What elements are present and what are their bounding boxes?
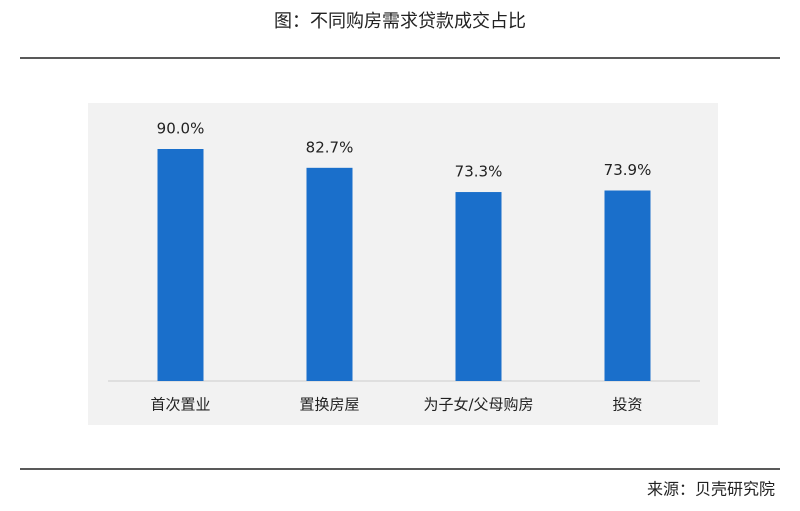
x-tick-label: 置换房屋 [299,396,359,414]
bar [455,192,502,381]
x-tick-label: 首次置业 [150,396,210,414]
value-label: 73.9% [604,161,652,179]
x-tick-label: 投资 [612,396,642,414]
bar [306,167,353,381]
x-tick-label: 为子女/父母购房 [423,396,533,414]
bar [604,190,651,381]
chart-title: 图：不同购房需求贷款成交占比 [274,11,526,32]
source: 来源：贝壳研究院 [647,480,775,499]
value-label: 73.3% [455,163,503,181]
value-label: 90.0% [157,120,205,138]
value-label: 82.7% [306,138,354,156]
bar [157,149,204,381]
